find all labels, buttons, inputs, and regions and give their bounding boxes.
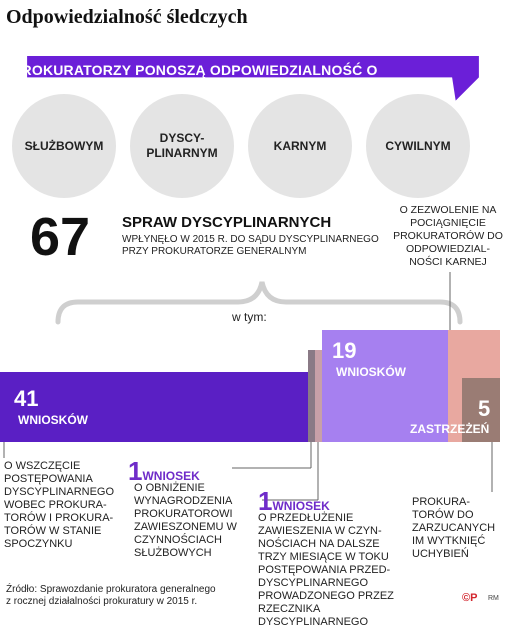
note-zastrzezenia: PROKURA-TORÓW DO ZARZUCANYCH IM WYTKNIĘĆ… [412, 496, 496, 560]
page-title: Odpowiedzialność śledczych [6, 6, 248, 28]
connectors [3, 442, 493, 501]
segment-19 [322, 330, 448, 442]
przedluzenie-number: 1 [258, 486, 273, 516]
circle-dyscyplinarnym: DYSCY- PLINARNYM [130, 94, 234, 198]
segment-5 [462, 378, 500, 442]
seg41-number: 41 [14, 386, 39, 411]
banner-text: PROKURATORZY PONOSZĄ ODPOWIEDZIALNOŚĆ O … [12, 62, 378, 94]
author-initials: RM [488, 595, 499, 602]
seg5-number: 5 [478, 396, 491, 421]
seg41-label: WNIOSKÓW [18, 413, 88, 427]
obnizenie-number: 1 [128, 456, 143, 486]
zezwolenie-note: O ZEZWOLENIE NA POCIĄGNIĘCIE PROKURATORÓ… [393, 204, 503, 268]
circle-karnym: KARNYM [248, 94, 352, 198]
przedluzenie-head: WNIOSEK [272, 499, 330, 513]
segment-wniosek-b [315, 350, 322, 442]
publisher-logo: ©P [462, 592, 478, 604]
circle-sluzbowym: SŁUŻBOWYM [12, 94, 116, 198]
total-number: 67 [30, 207, 91, 267]
note-obnizenie-head: 1WNIOSEK [128, 456, 200, 487]
note-obnizenie: O OBNIŻENIE WYNAGRODZENIA PROKURATOROWI … [134, 482, 237, 559]
circle-cywilnym: CYWILNYM [366, 94, 470, 198]
total-sub: WPŁYNĘŁO W 2015 R. DO SĄDU DYSCYPLINARNE… [122, 234, 379, 257]
note-przedluzenie-head: 1WNIOSEK [258, 486, 330, 517]
seg5-label: ZASTRZEŻEŃ [410, 422, 490, 436]
circle-label: KARNYM [273, 138, 327, 153]
circle-label: CYWILNYM [385, 138, 451, 153]
circle-label: DYSCY- PLINARNYM [146, 131, 218, 160]
segment-41 [0, 372, 308, 442]
brace [55, 272, 463, 340]
segment-wniosek-a [308, 350, 315, 442]
seg19-label: WNIOSKÓW [336, 365, 406, 379]
circle-label: SŁUŻBOWYM [24, 138, 104, 153]
total-label: SPRAW DYSCYPLINARNYCH [122, 214, 332, 231]
source-note: Źródło: Sprawozdanie prokuratora general… [6, 584, 216, 607]
w-tym-label: w tym: [232, 310, 267, 324]
banner-shape [27, 56, 479, 101]
note-wszczecie: O WSZCZĘCIE POSTĘPOWANIA DYSCYPLINARNEGO… [4, 460, 115, 550]
obnizenie-head: WNIOSEK [142, 469, 200, 483]
seg19-number: 19 [332, 338, 357, 363]
stacked-bar [0, 330, 500, 442]
note-przedluzenie: O PRZEDŁUŻENIE ZAWIESZENIA W CZYN-NOŚCIA… [258, 512, 394, 628]
